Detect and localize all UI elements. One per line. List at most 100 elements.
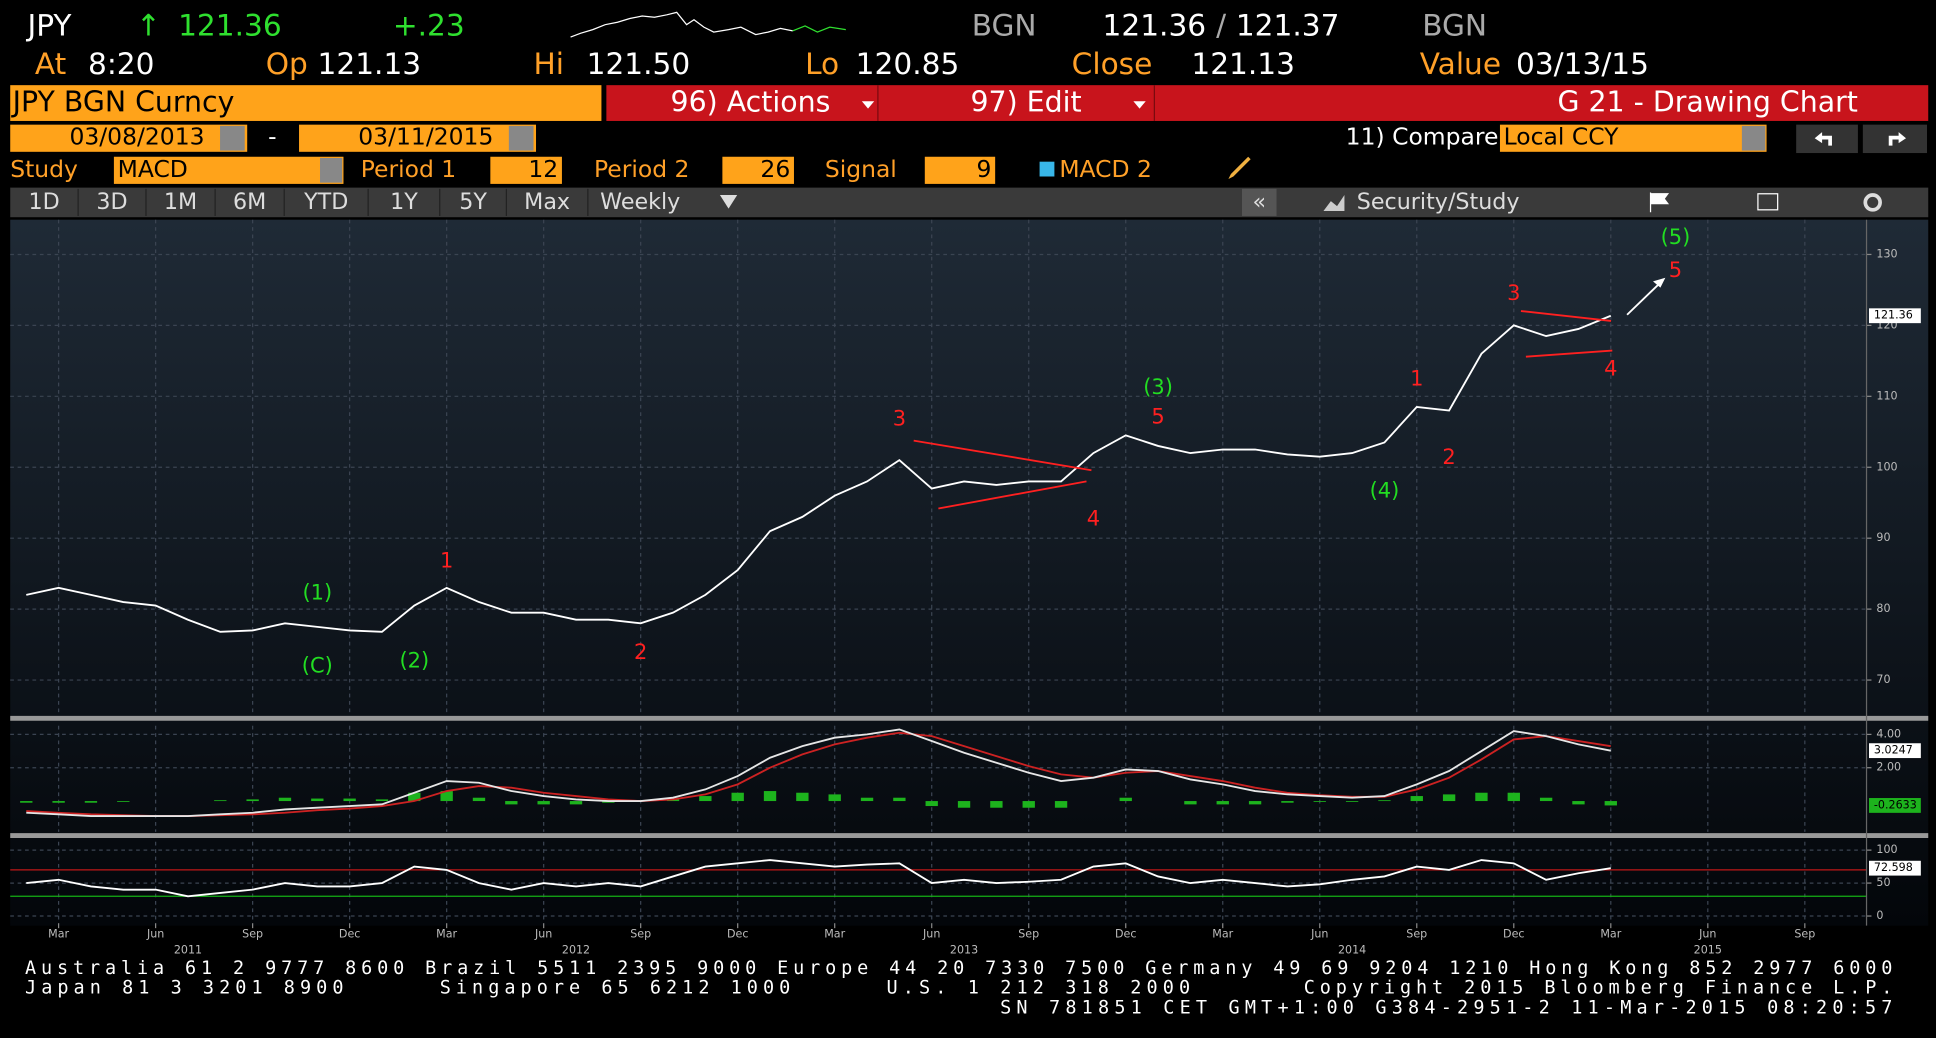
x-tick-label: Mar: [824, 927, 845, 940]
histogram-bar: [311, 798, 324, 802]
close: 121.13: [1191, 47, 1295, 81]
y-tick-label: 70: [1876, 673, 1890, 686]
calendar-icon[interactable]: [508, 125, 534, 151]
histogram-bar: [1022, 801, 1035, 808]
dropdown-icon[interactable]: [1133, 101, 1146, 109]
change: +.23: [393, 9, 465, 43]
security[interactable]: JPY BGN Curncy: [11, 86, 235, 119]
chart-icon[interactable]: [1323, 195, 1345, 212]
histogram-bar: [246, 799, 259, 802]
actions-menu[interactable]: 96) Actions: [671, 86, 831, 119]
dropdown-icon[interactable]: [1741, 125, 1766, 151]
year-label: 2015: [1694, 943, 1722, 956]
chart-name: G 21 - Drawing Chart: [1558, 86, 1858, 119]
footer-text: Copyright 2015 Bloomberg Finance L.P.: [1304, 978, 1893, 999]
y-tick-label: 130: [1876, 247, 1897, 260]
trend-lines: [913, 310, 1613, 510]
label: Close: [1072, 47, 1153, 81]
x-tick-label: Jun: [922, 927, 940, 940]
dropdown-icon[interactable]: [719, 195, 738, 209]
y-tick-label: 2.00: [1876, 761, 1901, 774]
period1[interactable]: 12: [528, 155, 558, 183]
range-button[interactable]: 5Y: [459, 189, 487, 215]
calendar-icon[interactable]: [220, 125, 245, 151]
signal[interactable]: 9: [977, 155, 992, 183]
input[interactable]: [722, 156, 794, 184]
pencil-icon[interactable]: [1228, 156, 1251, 179]
histogram-bar: [828, 794, 841, 802]
start-date[interactable]: 03/08/2013: [69, 123, 204, 151]
study-select[interactable]: [113, 156, 344, 184]
settings-icon[interactable]: [1863, 193, 1882, 212]
label: Signal: [825, 155, 897, 183]
sparkline: [570, 11, 793, 38]
checkbox[interactable]: [1039, 161, 1055, 177]
date-input[interactable]: [10, 124, 248, 152]
histogram-bar: [1442, 794, 1456, 802]
security-study[interactable]: Security/Study: [1357, 189, 1520, 215]
series-line: [26, 314, 1612, 633]
macd2[interactable]: MACD 2: [1059, 155, 1152, 183]
study[interactable]: MACD: [118, 155, 188, 183]
currency-select[interactable]: [1499, 124, 1767, 152]
dropdown-icon[interactable]: [861, 101, 875, 109]
histogram-bar: [1507, 792, 1520, 802]
period2[interactable]: 26: [760, 155, 790, 183]
wave-label: (4): [1370, 478, 1400, 502]
compare[interactable]: 11) Compare: [1346, 123, 1499, 151]
dropdown-icon[interactable]: [320, 157, 343, 183]
x-tick-label: Dec: [727, 927, 748, 940]
input[interactable]: [924, 156, 996, 184]
histogram-bar: [1539, 797, 1553, 802]
trend-line: [1520, 310, 1612, 322]
menu-bar: [606, 85, 1929, 121]
range-bar: [10, 187, 1929, 218]
last-value-label: 72.598: [1874, 861, 1913, 874]
range-button[interactable]: Max: [524, 189, 570, 215]
dash: -: [268, 123, 276, 151]
wave-label: 2: [634, 640, 647, 664]
x-tick-label: Jun: [1698, 927, 1716, 940]
redo-icon[interactable]: [1888, 132, 1907, 146]
x-tick-label: Sep: [630, 927, 651, 940]
end-date[interactable]: 03/11/2015: [358, 123, 493, 151]
last-value-box: [1868, 860, 1921, 876]
input[interactable]: [490, 156, 562, 184]
range-button[interactable]: 1Y: [390, 189, 418, 215]
range-button[interactable]: 6M: [233, 189, 266, 215]
currency[interactable]: Local CCY: [1504, 123, 1620, 151]
flag-icon[interactable]: [1649, 192, 1670, 213]
y-tick-label: 100: [1876, 460, 1897, 473]
histogram-bar: [957, 801, 971, 808]
collapse[interactable]: «: [1252, 189, 1266, 215]
chart-background: [10, 219, 1929, 926]
edit-menu[interactable]: 97) Edit: [970, 86, 1081, 119]
histogram-bar: [537, 801, 550, 805]
frequency[interactable]: Weekly: [600, 189, 680, 215]
wave-label: (1): [302, 581, 332, 605]
low: 120.85: [856, 47, 960, 81]
histogram-bar: [343, 798, 356, 802]
y-tick-label: 90: [1876, 531, 1890, 544]
footer-text: SN 781851 CET GMT+1:00 G384-2951-2 11-Ma…: [1000, 997, 1892, 1018]
range-button[interactable]: 1D: [29, 189, 60, 215]
range-button[interactable]: YTD: [303, 189, 348, 215]
x-tick-label: Sep: [1794, 927, 1815, 940]
open: 121.13: [318, 47, 422, 81]
date-input[interactable]: [299, 124, 537, 152]
x-tick-label: Sep: [242, 927, 263, 940]
histogram-bar: [569, 801, 583, 805]
histogram-bar: [1119, 797, 1132, 802]
footer-text: U.S. 1 212 318 2000: [887, 978, 1191, 999]
undo-icon[interactable]: [1814, 132, 1832, 146]
range-button[interactable]: 1M: [164, 189, 197, 215]
edit-icon[interactable]: [1757, 193, 1779, 211]
range-button[interactable]: 3D: [96, 189, 127, 215]
collapse-button[interactable]: [1242, 188, 1277, 216]
wave-label: (5): [1661, 225, 1691, 249]
x-tick-label: Dec: [1503, 927, 1524, 940]
label: Lo: [805, 47, 839, 81]
security-box[interactable]: [10, 85, 602, 121]
